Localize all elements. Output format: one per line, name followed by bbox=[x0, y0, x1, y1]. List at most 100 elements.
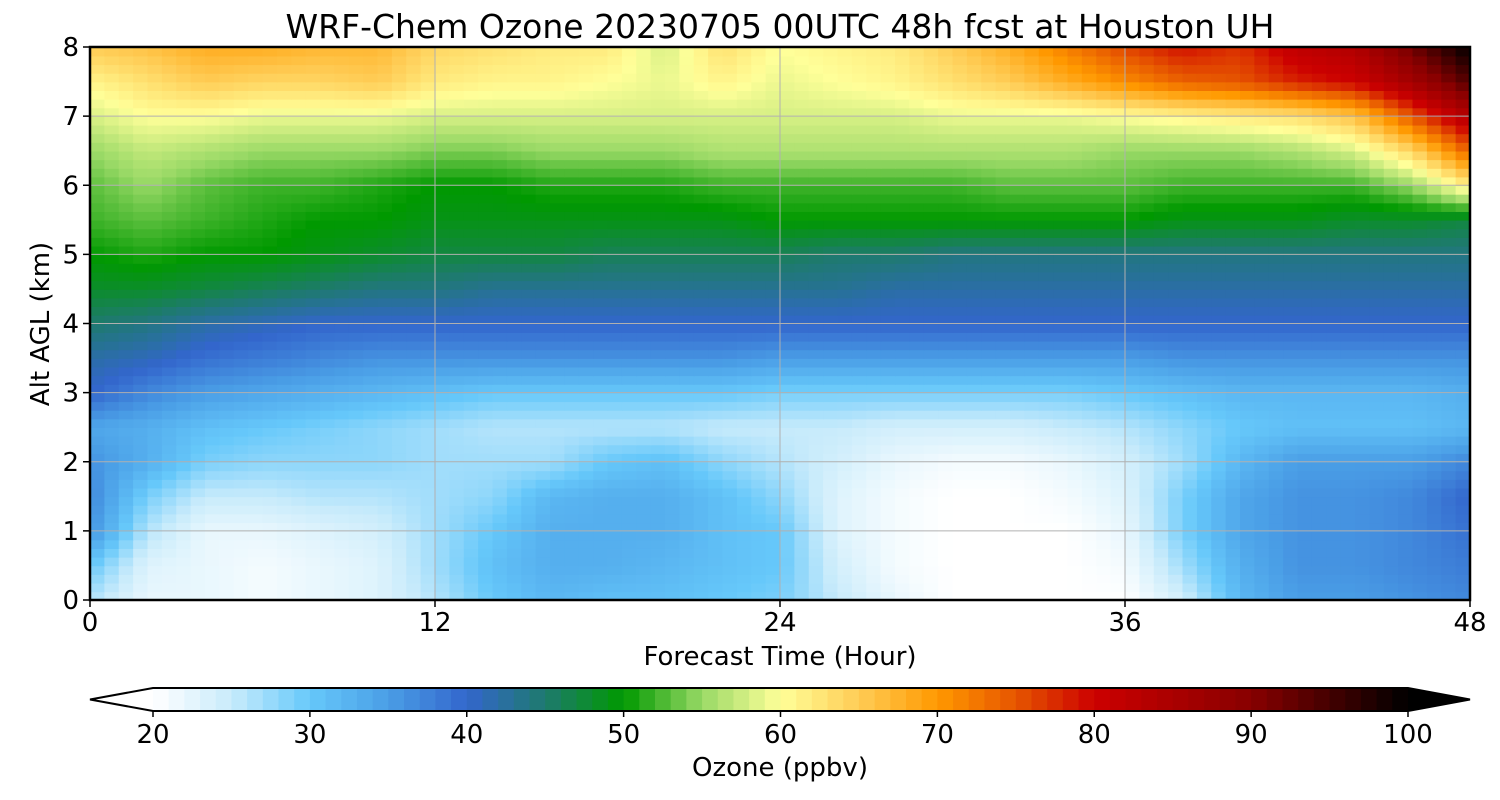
heatmap-cell bbox=[205, 496, 221, 506]
heatmap-cell bbox=[535, 297, 551, 308]
heatmap-cell bbox=[564, 254, 580, 264]
heatmap-cell bbox=[190, 453, 206, 463]
heatmap-cell bbox=[679, 314, 695, 325]
heatmap-cell bbox=[708, 574, 724, 584]
heatmap-cell bbox=[851, 539, 868, 549]
heatmap-cell bbox=[1398, 159, 1414, 169]
heatmap-cell bbox=[966, 228, 983, 238]
heatmap-cell bbox=[679, 202, 695, 212]
heatmap-cell bbox=[161, 358, 178, 368]
heatmap-cell bbox=[1426, 228, 1443, 238]
heatmap-cell bbox=[291, 358, 307, 368]
heatmap-cell bbox=[1010, 366, 1026, 377]
heatmap-cell bbox=[118, 254, 134, 264]
heatmap-cell bbox=[363, 323, 379, 333]
heatmap-cell bbox=[133, 167, 149, 178]
heatmap-cell bbox=[895, 237, 911, 247]
heatmap-cell bbox=[995, 159, 1011, 169]
heatmap-cell bbox=[1383, 340, 1399, 351]
heatmap-cell bbox=[219, 574, 235, 584]
heatmap-cell bbox=[1326, 582, 1342, 593]
heatmap-cell bbox=[1355, 332, 1371, 342]
heatmap-cell bbox=[435, 401, 451, 411]
heatmap-cell bbox=[90, 582, 106, 593]
heatmap-cell bbox=[420, 150, 436, 161]
heatmap-cell bbox=[780, 228, 796, 238]
heatmap-cell bbox=[1067, 280, 1083, 290]
heatmap-cell bbox=[219, 202, 235, 212]
heatmap-cell bbox=[147, 323, 163, 333]
heatmap-cell bbox=[1225, 185, 1241, 195]
heatmap-cell bbox=[1297, 219, 1313, 230]
heatmap-cell bbox=[564, 496, 580, 506]
heatmap-cell bbox=[1283, 254, 1299, 264]
heatmap-cell bbox=[923, 392, 939, 403]
heatmap-cell bbox=[1340, 435, 1356, 446]
heatmap-cell bbox=[895, 366, 911, 377]
heatmap-cell bbox=[765, 565, 781, 575]
heatmap-cell bbox=[506, 513, 523, 524]
heatmap-cell bbox=[1297, 314, 1313, 325]
heatmap-cell bbox=[952, 167, 968, 178]
heatmap-cell bbox=[363, 479, 379, 489]
heatmap-cell bbox=[938, 349, 954, 359]
heatmap-cell bbox=[808, 522, 824, 532]
heatmap-cell bbox=[1096, 401, 1112, 411]
heatmap-cell bbox=[880, 487, 896, 498]
heatmap-cell bbox=[1067, 375, 1083, 385]
heatmap-cell bbox=[981, 427, 997, 437]
heatmap-cell bbox=[981, 280, 997, 290]
heatmap-cell bbox=[406, 366, 422, 377]
heatmap-cell bbox=[118, 504, 134, 515]
heatmap-cell bbox=[1196, 271, 1213, 282]
heatmap-cell bbox=[780, 193, 796, 204]
heatmap-cell bbox=[305, 358, 321, 368]
heatmap-cell bbox=[593, 401, 609, 411]
heatmap-cell bbox=[449, 349, 465, 359]
heatmap-cell bbox=[363, 167, 379, 178]
heatmap-cell bbox=[377, 504, 393, 515]
heatmap-cell bbox=[923, 487, 939, 498]
heatmap-cell bbox=[435, 271, 451, 282]
heatmap-cell bbox=[780, 530, 796, 541]
heatmap-cell bbox=[880, 375, 896, 385]
heatmap-cell bbox=[1211, 530, 1227, 541]
heatmap-cell bbox=[1441, 202, 1457, 212]
heatmap-cell bbox=[305, 496, 321, 506]
heatmap-cell bbox=[291, 461, 307, 472]
heatmap-cell bbox=[736, 504, 753, 515]
heatmap-cell bbox=[406, 306, 422, 316]
heatmap-cell bbox=[1196, 349, 1213, 359]
heatmap-cell bbox=[1096, 418, 1112, 428]
heatmap-cell bbox=[1297, 504, 1313, 515]
heatmap-cell bbox=[550, 504, 566, 515]
heatmap-cell bbox=[693, 453, 709, 463]
heatmap-cell bbox=[1297, 237, 1313, 247]
heatmap-cell bbox=[492, 522, 508, 532]
heatmap-cell bbox=[880, 358, 896, 368]
heatmap-cell bbox=[1139, 297, 1155, 308]
heatmap-cell bbox=[808, 556, 824, 567]
heatmap-cell bbox=[1125, 444, 1141, 454]
heatmap-cell bbox=[147, 159, 163, 169]
heatmap-cell bbox=[1010, 263, 1026, 273]
heatmap-cell bbox=[866, 539, 882, 549]
heatmap-cell bbox=[981, 383, 997, 394]
heatmap-cell bbox=[1196, 219, 1213, 230]
heatmap-cell bbox=[334, 306, 350, 316]
heatmap-cell bbox=[219, 245, 235, 256]
heatmap-cell bbox=[808, 159, 824, 169]
heatmap-cell bbox=[521, 263, 537, 273]
heatmap-cell bbox=[363, 487, 379, 498]
heatmap-cell bbox=[118, 280, 134, 290]
heatmap-cell bbox=[521, 392, 537, 403]
heatmap-cell bbox=[435, 185, 451, 195]
heatmap-cell bbox=[1283, 522, 1299, 532]
heatmap-cell bbox=[176, 280, 192, 290]
heatmap-cell bbox=[607, 530, 623, 541]
heatmap-cell bbox=[391, 470, 408, 480]
heatmap-cell bbox=[334, 349, 350, 359]
heatmap-cell bbox=[966, 427, 983, 437]
heatmap-cell bbox=[1369, 150, 1385, 161]
heatmap-cell bbox=[1211, 358, 1227, 368]
